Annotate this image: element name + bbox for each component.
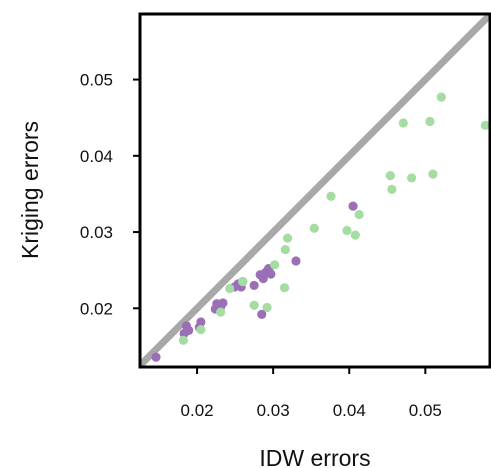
data-point-series-2-21	[425, 116, 435, 127]
data-point-series-1-15	[249, 280, 259, 291]
y-axis-title: Kriging errors	[17, 121, 43, 259]
data-point-series-2-24	[480, 120, 490, 130]
y-axis: 0.02 0.03 0.04 0.05	[80, 71, 140, 318]
data-point-series-1-1	[151, 352, 161, 362]
y-tick-label: 0.05	[80, 71, 113, 90]
x-tick-label: 0.03	[257, 401, 290, 420]
data-point-series-1-4	[184, 325, 194, 336]
data-point-series-2-12	[309, 223, 319, 233]
x-tick-label: 0.02	[181, 401, 214, 420]
data-point-series-1-17	[257, 309, 267, 319]
data-point-series-2-5	[238, 277, 248, 287]
data-point-series-2-10	[280, 244, 290, 255]
x-tick-label: 0.05	[409, 401, 442, 420]
x-axis: 0.02 0.03 0.04 0.05	[181, 367, 442, 420]
data-point-series-2-15	[350, 230, 360, 240]
data-point-series-2-7	[262, 302, 272, 313]
data-point-series-1-6	[196, 317, 206, 327]
data-point-series-1-23	[348, 201, 358, 211]
x-axis-title: IDW errors	[259, 445, 370, 468]
data-point-series-2-23	[436, 92, 446, 102]
y-tick-label: 0.04	[80, 147, 113, 166]
data-point-series-1-21	[266, 269, 276, 279]
data-point-series-2-14	[342, 225, 352, 236]
data-point-series-2-9	[279, 283, 290, 293]
data-point-series-2-22	[428, 169, 438, 179]
data-point-series-2-20	[407, 173, 417, 183]
data-point-series-1-10	[218, 298, 228, 308]
data-point-series-2-19	[398, 118, 408, 128]
data-point-series-2-1	[178, 335, 188, 345]
data-point-series-1-22	[291, 256, 301, 266]
data-points	[151, 92, 490, 362]
identity-reference-line	[140, 14, 490, 367]
data-point-series-2-13	[326, 191, 336, 201]
plot-frame	[138, 12, 491, 369]
data-point-series-2-16	[354, 209, 364, 220]
data-point-series-2-4	[225, 283, 235, 294]
data-point-series-2-18	[387, 184, 397, 194]
data-point-series-2-3	[216, 307, 226, 317]
y-tick-label: 0.02	[80, 299, 113, 318]
data-point-series-2-11	[283, 233, 293, 243]
data-point-series-2-8	[270, 260, 280, 270]
data-point-series-2-17	[385, 171, 395, 181]
data-point-series-2-6	[249, 300, 259, 310]
x-tick-label: 0.04	[333, 401, 366, 420]
y-tick-label: 0.03	[80, 223, 113, 242]
plot-area	[140, 14, 490, 367]
data-point-series-2-2	[196, 325, 206, 335]
